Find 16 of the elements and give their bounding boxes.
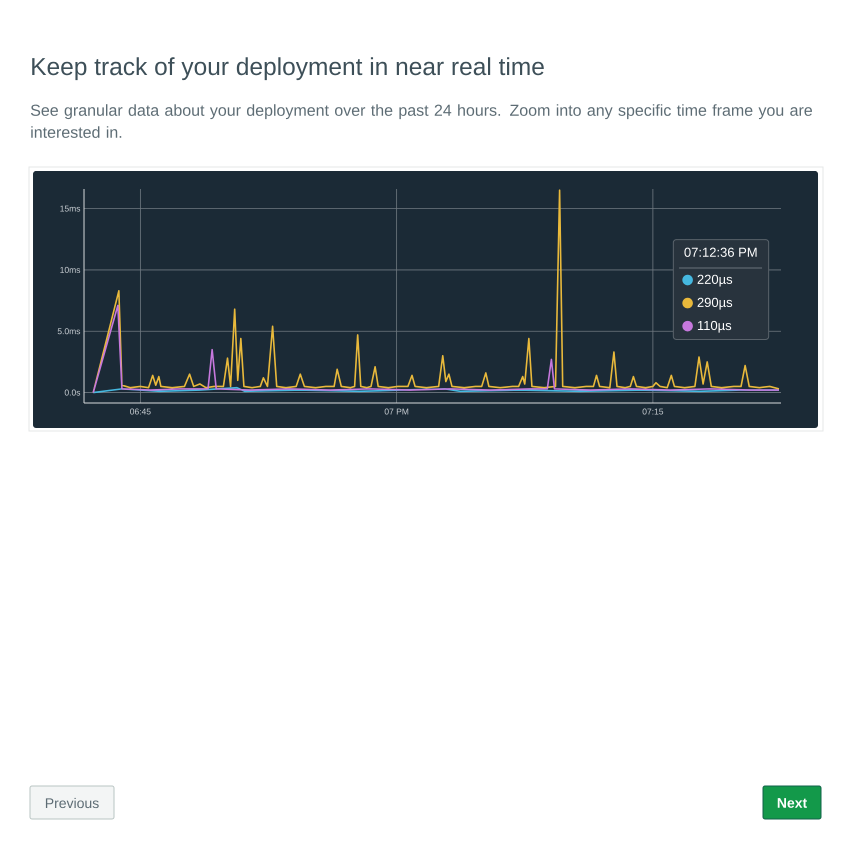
chart-subtitle: See granular data about your deployment over the past 24 hours. Zoom into any specific time frame you are interested in. <box>30 104 812 138</box>
y-tick-label: 10ms <box>60 266 80 273</box>
text: Previous <box>46 798 99 808</box>
x-tick-label: 06:45 <box>130 408 151 415</box>
y-tick-label: 0.0s <box>64 390 80 396</box>
y-tick-label: 15ms <box>60 206 80 212</box>
legend-label: 110µs <box>698 320 732 333</box>
legend-label: 290µs <box>698 298 732 310</box>
x-tick-label: 07 PM <box>384 408 408 415</box>
text: Next <box>778 798 807 808</box>
y-tick-label: 5.0ms <box>58 328 80 334</box>
x-tick-label: 07:15 <box>642 408 664 415</box>
legend-title: 07:12:36 PM <box>684 248 757 257</box>
line-series <box>92 189 780 394</box>
chart-title: Keep track of your deployment in near real time <box>32 57 544 80</box>
legend-label: 220µs <box>698 274 732 287</box>
